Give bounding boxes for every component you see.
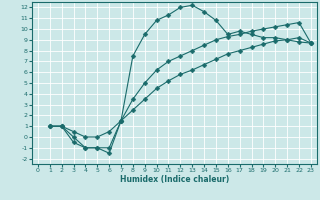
X-axis label: Humidex (Indice chaleur): Humidex (Indice chaleur) xyxy=(120,175,229,184)
